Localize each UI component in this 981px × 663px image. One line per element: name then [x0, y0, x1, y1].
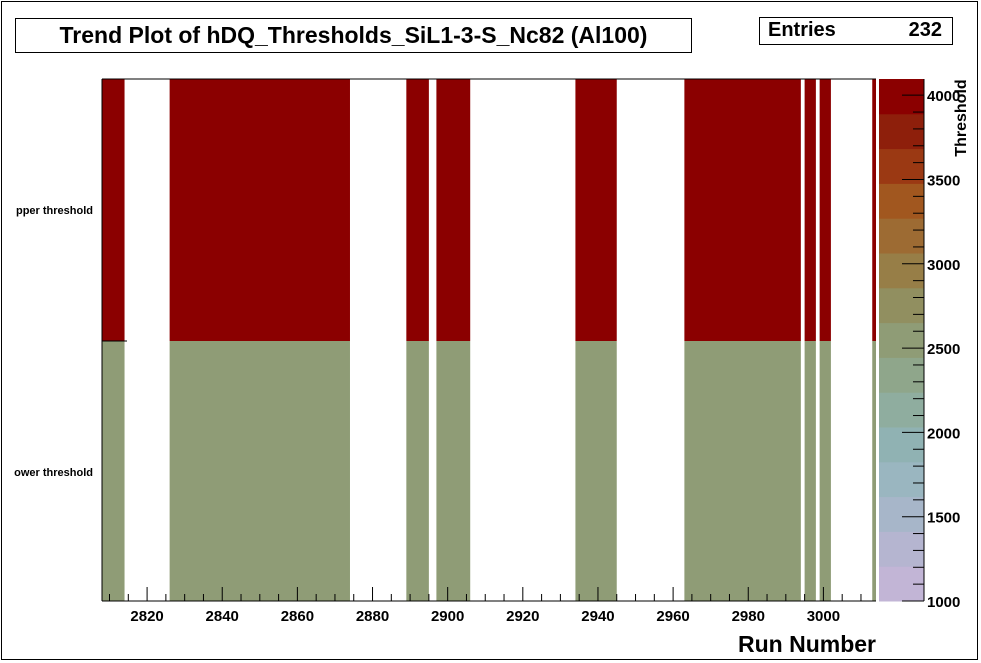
heatmap-cell-lower	[406, 341, 429, 601]
heatmap-cell-lower	[102, 341, 125, 601]
palette-swatch	[879, 79, 924, 115]
palette-tick-label: 1500	[927, 510, 960, 527]
stats-entries-label: Entries	[768, 19, 836, 41]
x-axis-label: Run Number	[738, 631, 876, 657]
palette-swatch	[879, 322, 924, 358]
heatmap-cell-upper	[102, 79, 125, 341]
x-tick-label: 2880	[356, 608, 389, 625]
palette-tick-label: 2000	[927, 425, 960, 442]
plot-title: Trend Plot of hDQ_Thresholds_SiL1-3-S_Nc…	[15, 18, 692, 53]
palette-tick-label: 3500	[927, 172, 960, 189]
x-tick-label: 3000	[807, 608, 840, 625]
palette-swatch	[879, 496, 924, 532]
palette-swatch	[879, 392, 924, 428]
palette-swatch	[879, 148, 924, 184]
y-tick-label: ower threshold	[14, 467, 93, 479]
heatmap-cell-upper	[406, 79, 429, 341]
palette-swatch	[879, 218, 924, 254]
heatmap-cell-lower	[436, 341, 471, 601]
x-tick-label: 2940	[581, 608, 614, 625]
heatmap-cell-upper	[684, 79, 801, 341]
heatmap-cell-upper	[872, 79, 876, 341]
heatmap-cell-lower	[819, 341, 831, 601]
palette-swatch	[879, 461, 924, 498]
y-tick-label: pper threshold	[16, 205, 93, 217]
heatmap-cell-lower	[804, 341, 816, 601]
heatmap-cell-upper	[804, 79, 816, 341]
x-tick-label: 2900	[431, 608, 464, 625]
heatmap-cell-upper	[819, 79, 831, 341]
heatmap-cell-upper	[575, 79, 617, 341]
palette-swatch	[879, 287, 924, 324]
heatmap-cell-upper	[169, 79, 350, 341]
x-tick-label: 2980	[732, 608, 765, 625]
heatmap-cell-upper	[436, 79, 471, 341]
z-axis-label: Threshold	[953, 79, 970, 157]
x-tick-label: 2840	[206, 608, 239, 625]
palette-tick-label: 2500	[927, 341, 960, 358]
stats-box: Entries 232	[759, 17, 953, 45]
palette-swatch	[879, 357, 924, 393]
palette-swatch	[879, 531, 924, 567]
palette-tick-label: 4000	[927, 88, 960, 105]
palette-tick-label: 3000	[927, 257, 960, 274]
palette-swatch	[879, 253, 924, 289]
palette-tick-label: 1000	[927, 594, 960, 611]
heatmap-cell-lower	[169, 341, 350, 601]
heatmap-cell-lower	[872, 341, 876, 601]
x-tick-label: 2860	[281, 608, 314, 625]
stats-entries-value: 232	[908, 19, 942, 41]
x-tick-label: 2820	[130, 608, 163, 625]
heatmap-cell-lower	[684, 341, 801, 601]
x-tick-label: 2960	[656, 608, 689, 625]
palette-swatch	[879, 113, 924, 150]
x-tick-label: 2920	[506, 608, 539, 625]
heatmap-cell-lower	[575, 341, 617, 601]
